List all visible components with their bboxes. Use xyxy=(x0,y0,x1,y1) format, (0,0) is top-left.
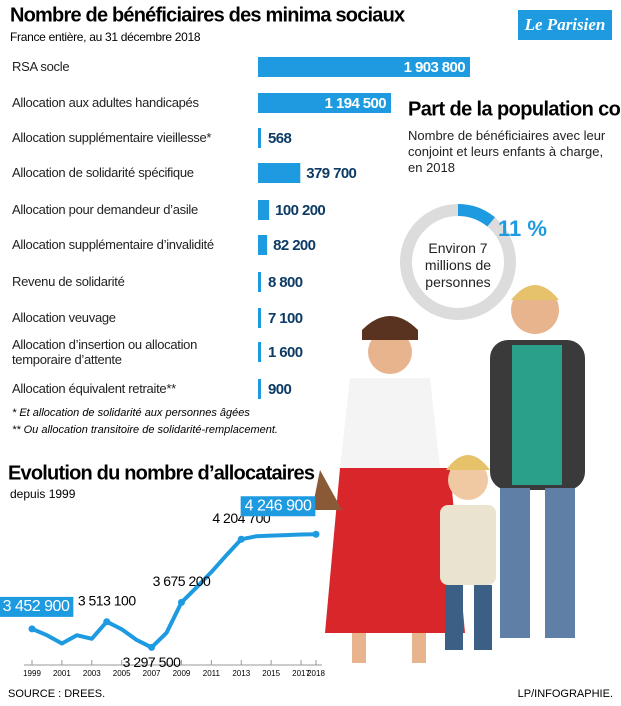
donut-slice xyxy=(457,204,495,227)
point xyxy=(312,530,320,538)
value-label: 100 200 xyxy=(275,202,325,219)
category-label: Allocation supplémentaire vieillesse* xyxy=(12,130,212,145)
value-label: 1 903 800 xyxy=(404,59,466,76)
value-label: 4 246 900 xyxy=(245,497,312,514)
value-label: 3 675 200 xyxy=(153,573,211,589)
value-label: 3 513 100 xyxy=(78,592,136,608)
logo: Le Parisien xyxy=(524,15,606,34)
donut-title: Part de la population couverte xyxy=(408,98,621,120)
credit: LP/INFOGRAPHIE. xyxy=(518,688,613,700)
footnote: * Et allocation de solidarité aux person… xyxy=(12,407,250,419)
footnote: ** Ou allocation transitoire de solidari… xyxy=(12,424,278,436)
value-label: 8 800 xyxy=(268,274,303,291)
x-tick-label: 2015 xyxy=(262,669,280,678)
category-label: Allocation supplémentaire d’invalidité xyxy=(12,237,214,252)
point xyxy=(177,598,185,606)
category-label: Allocation veuvage xyxy=(12,310,116,325)
bar xyxy=(258,93,392,113)
source: SOURCE : DREES. xyxy=(8,688,105,700)
bar xyxy=(258,200,270,220)
point xyxy=(28,625,36,633)
x-tick-label: 2009 xyxy=(173,669,191,678)
category-label: Allocation d’insertion ou allocation tem… xyxy=(12,337,198,367)
point xyxy=(103,618,111,626)
line-subtitle: depuis 1999 xyxy=(10,487,76,501)
value-label-box xyxy=(240,496,316,517)
value-label: 568 xyxy=(268,130,291,147)
category-label: Allocation de solidarité spécifique xyxy=(12,165,194,180)
bar xyxy=(258,57,470,77)
value-label: 3 297 500 xyxy=(123,654,181,670)
value-label: 7 100 xyxy=(268,310,303,327)
logo-box xyxy=(518,10,612,40)
bar-title: Nombre de bénéficiaires des minima socia… xyxy=(10,4,405,26)
x-tick-label: 2011 xyxy=(203,669,221,678)
value-label: 1 600 xyxy=(268,344,303,361)
category-label: RSA socle xyxy=(12,59,70,74)
value-label: 3 452 900 xyxy=(3,598,70,615)
x-tick-label: 2003 xyxy=(83,669,101,678)
illustration xyxy=(312,285,585,663)
value-label: 900 xyxy=(268,381,291,398)
x-tick-label: 2005 xyxy=(113,669,131,678)
category-label: Allocation aux adultes handicapés xyxy=(12,95,199,110)
x-tick-label: 2018 xyxy=(307,669,325,678)
bar-subtitle: France entière, au 31 décembre 2018 xyxy=(10,30,201,44)
line xyxy=(31,532,317,650)
x-tick-label: 1999 xyxy=(23,669,41,678)
donut-value-label: 11 % xyxy=(498,216,547,241)
category-label: Allocation équivalent retraite** xyxy=(12,381,176,396)
value-label: 82 200 xyxy=(273,237,316,254)
x-tick-label: 2017 xyxy=(292,669,310,678)
donut-center-label: Environ 7 millions de personnes xyxy=(424,240,492,290)
x-tick-label: 2007 xyxy=(143,669,161,678)
value-label: 379 700 xyxy=(306,165,356,182)
bar-marker xyxy=(258,272,261,292)
donut-subtitle: Nombre de bénéficiaires avec leur conjoi… xyxy=(408,128,606,175)
value-label: 1 194 500 xyxy=(325,95,387,112)
bar-marker xyxy=(258,342,261,362)
bar-marker xyxy=(258,379,261,399)
value-label-box xyxy=(0,596,74,617)
bar-marker xyxy=(258,308,261,328)
bar xyxy=(258,163,301,183)
bar-marker xyxy=(258,128,261,148)
x-tick-label: 2013 xyxy=(232,669,250,678)
line-title: Evolution du nombre d’allocataires xyxy=(8,462,315,484)
category-label: Revenu de solidarité xyxy=(12,274,125,289)
category-label: Allocation pour demandeur d’asile xyxy=(12,202,198,217)
point xyxy=(148,643,156,651)
point xyxy=(237,535,245,543)
x-tick-label: 2001 xyxy=(53,669,71,678)
bar xyxy=(258,235,268,255)
